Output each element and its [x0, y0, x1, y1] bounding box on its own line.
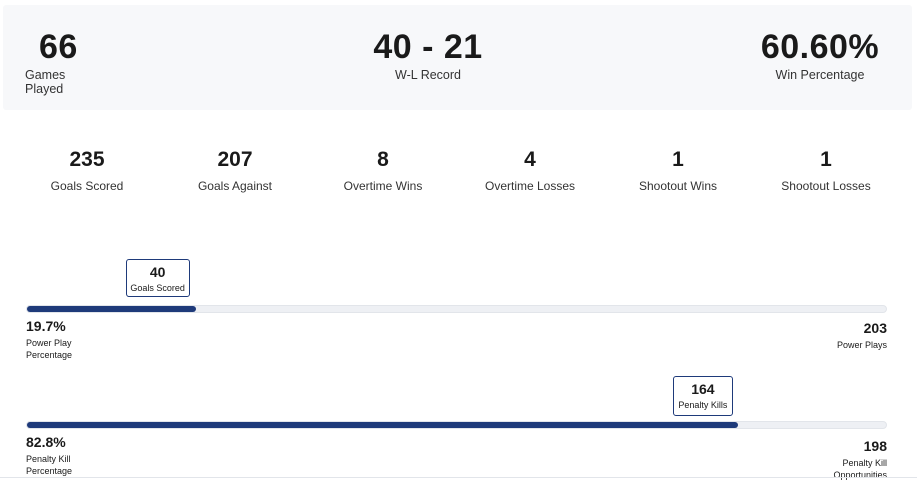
stat-label: Shootout Wins — [638, 179, 718, 193]
stat-value: 235 — [69, 148, 105, 171]
stat-label: Overtime Wins — [343, 179, 423, 193]
power-play-percentage: 19.7% Power Play Percentage — [26, 318, 86, 361]
win-percentage: 60.60% Win Percentage — [740, 28, 900, 82]
penalty-kill-opportunities: 198 Penalty Kill Opportunities — [827, 438, 887, 481]
stat-value: 1 — [820, 148, 832, 171]
tooltip-label: Goals Scored — [130, 283, 185, 293]
stat-label: Goals Against — [197, 179, 273, 193]
games-played-value: 66 — [39, 28, 78, 66]
stat-label: Shootout Losses — [781, 179, 871, 193]
wl-record-value: 40 - 21 — [373, 28, 483, 66]
pct-value: 82.8% — [26, 434, 66, 450]
tooltip-label: Penalty Kills — [678, 400, 728, 410]
penalty-kill-percentage: 82.8% Penalty Kill Percentage — [26, 434, 86, 477]
stat-value: 1 — [672, 148, 684, 171]
tooltip-value: 40 — [149, 264, 166, 280]
stat-overtime-losses: 4 Overtime Losses — [460, 148, 600, 193]
stat-label: Goals Scored — [50, 179, 124, 193]
stat-value: 4 — [524, 148, 536, 171]
stat-overtime-wins: 8 Overtime Wins — [313, 148, 453, 193]
stat-label: Overtime Losses — [484, 179, 576, 193]
stat-value: 207 — [217, 148, 253, 171]
penalty-kill-fill — [27, 422, 739, 428]
stat-shootout-wins: 1 Shootout Wins — [608, 148, 748, 193]
stat-goals-against: 207 Goals Against — [165, 148, 305, 193]
power-plays-total: 203 Power Plays — [827, 320, 887, 351]
total-label: Penalty Kill Opportunities — [833, 458, 887, 480]
total-value: 198 — [863, 438, 887, 454]
stat-value: 8 — [377, 148, 389, 171]
games-played-label: Games Played — [25, 68, 66, 96]
stat-goals-scored: 235 Goals Scored — [17, 148, 157, 193]
pct-label: Penalty Kill Percentage — [26, 454, 73, 476]
pct-value: 19.7% — [26, 318, 66, 334]
penalty-kill-progress-bar — [26, 421, 887, 429]
penalty-kills-tooltip: 164 Penalty Kills — [672, 376, 733, 416]
wl-record: 40 - 21 W-L Record — [328, 28, 528, 82]
power-play-goals-tooltip: 40 Goals Scored — [125, 259, 190, 297]
tooltip-value: 164 — [691, 381, 715, 397]
games-played: 66 Games Played — [25, 28, 101, 96]
power-play-progress-bar — [26, 305, 887, 313]
total-value: 203 — [863, 320, 887, 336]
summary-panel — [3, 5, 912, 110]
power-play-fill — [27, 306, 197, 312]
win-percentage-value: 60.60% — [760, 28, 880, 66]
divider — [0, 477, 917, 478]
total-label: Power Plays — [836, 340, 887, 350]
pct-label: Power Play Percentage — [26, 338, 73, 360]
win-percentage-label: Win Percentage — [775, 68, 865, 82]
stat-shootout-losses: 1 Shootout Losses — [756, 148, 896, 193]
wl-record-label: W-L Record — [395, 68, 461, 82]
